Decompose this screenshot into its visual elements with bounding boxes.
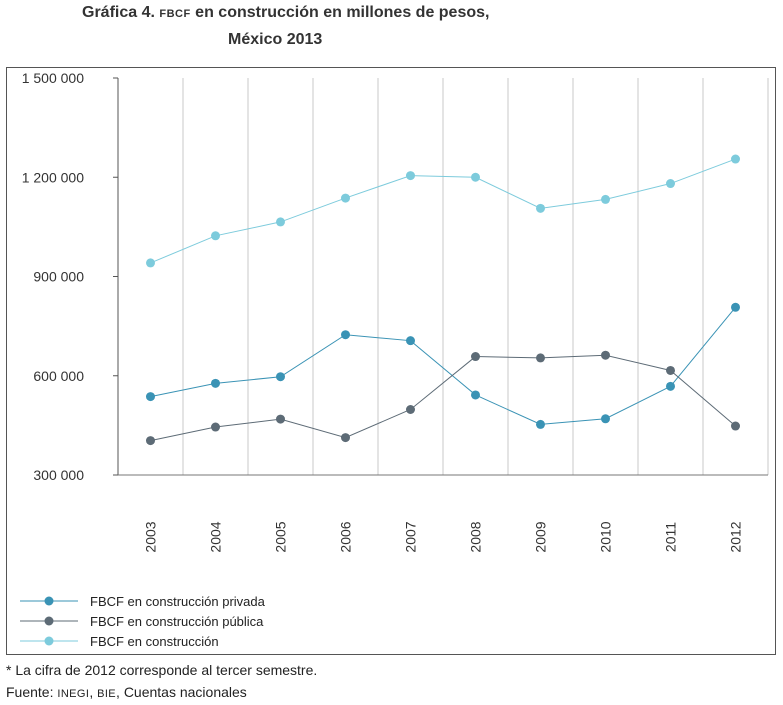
source-inegi: INEGI bbox=[57, 688, 90, 700]
data-point bbox=[666, 365, 675, 375]
title-abbr: FBCF bbox=[159, 8, 191, 20]
x-tick-label: 2007 bbox=[403, 521, 419, 552]
data-point bbox=[731, 421, 740, 431]
data-point bbox=[276, 217, 285, 227]
source-rest: , Cuentas nacionales bbox=[116, 684, 247, 700]
series-line bbox=[150, 158, 736, 264]
data-point bbox=[276, 372, 285, 382]
chart-title-line2: México 2013 bbox=[228, 31, 323, 48]
x-tick-label: 2003 bbox=[143, 521, 159, 552]
data-point bbox=[666, 179, 675, 189]
data-point bbox=[406, 404, 415, 414]
data-point bbox=[666, 381, 675, 391]
data-point bbox=[536, 419, 545, 429]
legend: FBCF en construcción privada FBCF en cons… bbox=[20, 594, 266, 649]
data-point bbox=[211, 378, 220, 388]
data-point bbox=[211, 422, 220, 432]
series-line bbox=[150, 354, 736, 442]
data-point bbox=[731, 302, 740, 312]
data-point bbox=[471, 390, 480, 400]
data-point bbox=[471, 352, 480, 362]
x-tick-label: 2005 bbox=[273, 521, 289, 552]
data-point bbox=[601, 194, 610, 204]
source-line: Fuente: INEGI, BIE, Cuentas nacionales bbox=[6, 684, 247, 700]
x-tick-label: 2008 bbox=[468, 521, 484, 552]
title-prefix: Gráfica 4. bbox=[82, 4, 155, 21]
y-tick-label: 1 200 000 bbox=[22, 169, 84, 185]
x-tick-label: 2010 bbox=[598, 521, 614, 552]
data-point bbox=[406, 171, 415, 181]
data-point bbox=[146, 392, 155, 402]
data-point bbox=[276, 414, 285, 424]
footnote: * La cifra de 2012 corresponde al tercer… bbox=[6, 662, 318, 678]
y-tick-label: 1 500 000 bbox=[22, 70, 84, 86]
legend-label: FBCF en construcción pública bbox=[90, 614, 264, 629]
data-point bbox=[406, 336, 415, 346]
data-point bbox=[146, 436, 155, 446]
axis-layer: 300 000 600 000 900 000 1 200 000 1 500 000 2… bbox=[22, 70, 768, 553]
y-tick-label: 900 000 bbox=[33, 269, 84, 285]
data-point bbox=[341, 330, 350, 340]
x-tick-label: 2006 bbox=[338, 521, 354, 552]
x-tick-label: 2004 bbox=[208, 521, 224, 552]
x-tick-label: 2009 bbox=[533, 521, 549, 552]
data-point bbox=[341, 193, 350, 203]
legend-marker bbox=[44, 636, 54, 646]
legend-marker bbox=[44, 596, 54, 606]
legend-label: FBCF en construcción privada bbox=[90, 594, 266, 609]
series-layer bbox=[146, 154, 740, 446]
title-rest: en construcción en millones de pesos, bbox=[195, 4, 490, 21]
data-point bbox=[731, 154, 740, 164]
source-sep: , bbox=[89, 684, 94, 700]
grid-layer bbox=[182, 78, 769, 475]
x-tick-label: 2012 bbox=[728, 521, 744, 552]
data-point bbox=[536, 203, 545, 213]
legend-label: FBCF en construcción bbox=[90, 634, 219, 649]
source-label: Fuente: bbox=[6, 684, 54, 700]
data-point bbox=[601, 350, 610, 360]
y-tick-label: 600 000 bbox=[33, 368, 84, 384]
series-line bbox=[150, 306, 736, 425]
data-point bbox=[601, 414, 610, 424]
data-point bbox=[341, 433, 350, 443]
data-point bbox=[536, 353, 545, 363]
data-point bbox=[211, 231, 220, 241]
data-point bbox=[146, 258, 155, 268]
data-point bbox=[471, 172, 480, 182]
x-tick-label: 2011 bbox=[663, 522, 679, 552]
legend-marker bbox=[44, 616, 54, 626]
chart-title-line1: Gráfica 4. FBCF en construcción en millo… bbox=[82, 4, 783, 22]
source-bie: BIE bbox=[97, 688, 117, 700]
y-tick-label: 300 000 bbox=[33, 467, 84, 483]
chart-frame bbox=[6, 67, 776, 655]
